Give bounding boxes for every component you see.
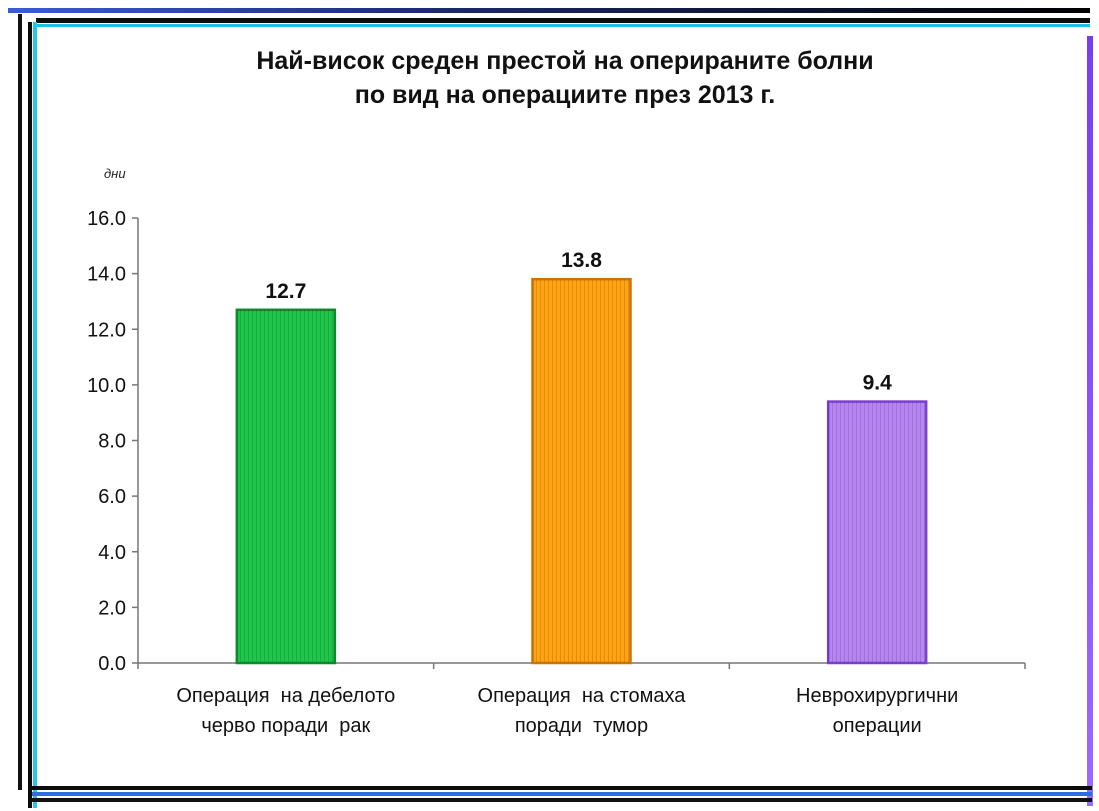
frame-line-top-accent	[36, 24, 1090, 27]
x-category-label: поради тумор	[515, 715, 648, 737]
bar-value-label: 13.8	[561, 249, 602, 272]
bar-value-label: 9.4	[863, 372, 893, 395]
chart-bars	[235, 277, 928, 665]
chart-title-line-1: Най-висок среден престой на оперираните …	[256, 47, 874, 75]
y-tick-label: 10.0	[87, 375, 126, 397]
bar-texture	[236, 309, 335, 663]
bar-texture	[532, 279, 631, 663]
y-tick-label: 12.0	[87, 319, 126, 341]
y-tick-label: 0.0	[98, 653, 126, 675]
x-category-label: черво поради рак	[201, 715, 370, 737]
frame-line-top-inner	[36, 18, 1090, 23]
bar-texture	[828, 401, 927, 663]
y-tick-label: 16.0	[87, 208, 126, 230]
y-tick-label: 4.0	[98, 542, 126, 564]
frame-line-left-accent	[33, 22, 37, 808]
x-category-label: операции	[833, 715, 922, 737]
frame-line-left-inner	[28, 22, 32, 808]
frame-line-right	[1087, 36, 1093, 806]
frame-line-top	[8, 8, 1090, 13]
chart-title: Най-висок среден престой на оперираните …	[40, 44, 1090, 112]
y-tick-label: 14.0	[87, 264, 126, 286]
y-tick-label: 2.0	[98, 597, 126, 619]
frame-line-bottom	[32, 786, 1092, 790]
chart-labels: 12.7 Операция на дебелото черво поради рак…	[176, 249, 958, 737]
chart-title-line-2: по вид на операциите през 2013 г.	[354, 81, 776, 109]
frame-line-bottom-accent	[32, 792, 1092, 796]
y-tick-label: 8.0	[98, 431, 126, 453]
y-tick-label: 6.0	[98, 486, 126, 508]
y-axis-unit-label: дни	[104, 166, 126, 181]
x-category-label: Операция на дебелото	[176, 685, 395, 707]
frame-line-left	[18, 14, 22, 790]
x-category-label: Операция на стомаха	[478, 685, 687, 707]
frame-line-bottom-outer	[32, 798, 1092, 802]
x-category-label: Неврохирургични	[796, 685, 958, 707]
bar-value-label: 12.7	[265, 280, 306, 303]
